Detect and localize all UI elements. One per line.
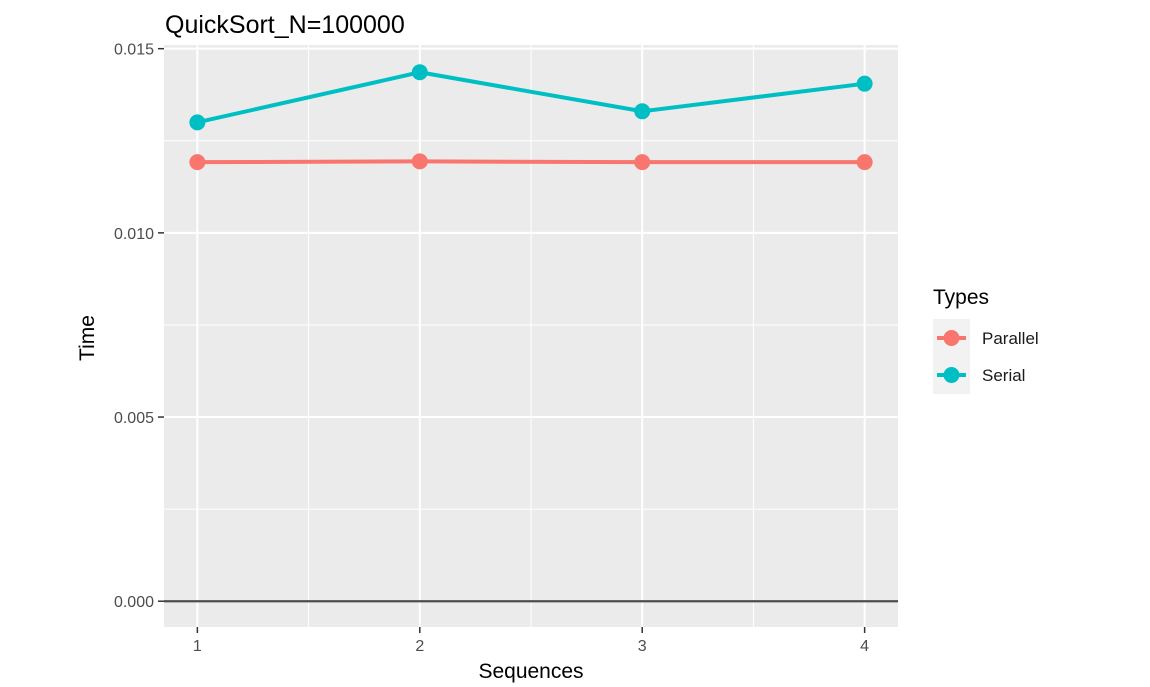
data-point-serial	[634, 103, 651, 120]
legend-key-point-parallel	[943, 330, 960, 346]
data-point-parallel	[634, 154, 651, 171]
x-tick-label: 1	[193, 638, 202, 655]
x-axis: 1 2 3 4	[193, 627, 869, 655]
data-point-serial	[856, 75, 873, 92]
x-tick-label: 4	[860, 638, 869, 655]
x-tick-label: 2	[415, 638, 424, 655]
y-tick-label: 0.010	[114, 226, 154, 243]
series-points	[189, 64, 873, 171]
y-tick-label: 0.005	[114, 410, 154, 427]
chart-title: QuickSort_N=100000	[165, 11, 405, 39]
y-tick-label: 0.015	[114, 42, 154, 59]
y-tick-label: 0.000	[114, 594, 154, 611]
legend-key-point-serial	[943, 367, 960, 383]
legend-title: Types	[933, 286, 989, 309]
minor-gridlines	[164, 45, 898, 627]
data-point-serial	[411, 64, 428, 81]
data-point-parallel	[856, 154, 873, 171]
legend: Types Parallel Serial	[933, 286, 1039, 394]
data-point-parallel	[411, 153, 428, 170]
x-tick-label: 3	[638, 638, 647, 655]
data-point-serial	[189, 114, 206, 131]
y-axis-title: Time	[76, 315, 99, 361]
legend-label-parallel: Parallel	[982, 329, 1039, 348]
y-axis: 0.000 0.005 0.010 0.015	[114, 42, 164, 611]
legend-items: Parallel Serial	[933, 319, 1039, 394]
x-axis-title: Sequences	[478, 660, 583, 683]
series-line-serial	[196, 70, 865, 125]
series-line-parallel	[197, 159, 865, 165]
legend-label-serial: Serial	[982, 366, 1025, 385]
series-lines	[196, 70, 865, 165]
data-point-parallel	[189, 154, 206, 171]
